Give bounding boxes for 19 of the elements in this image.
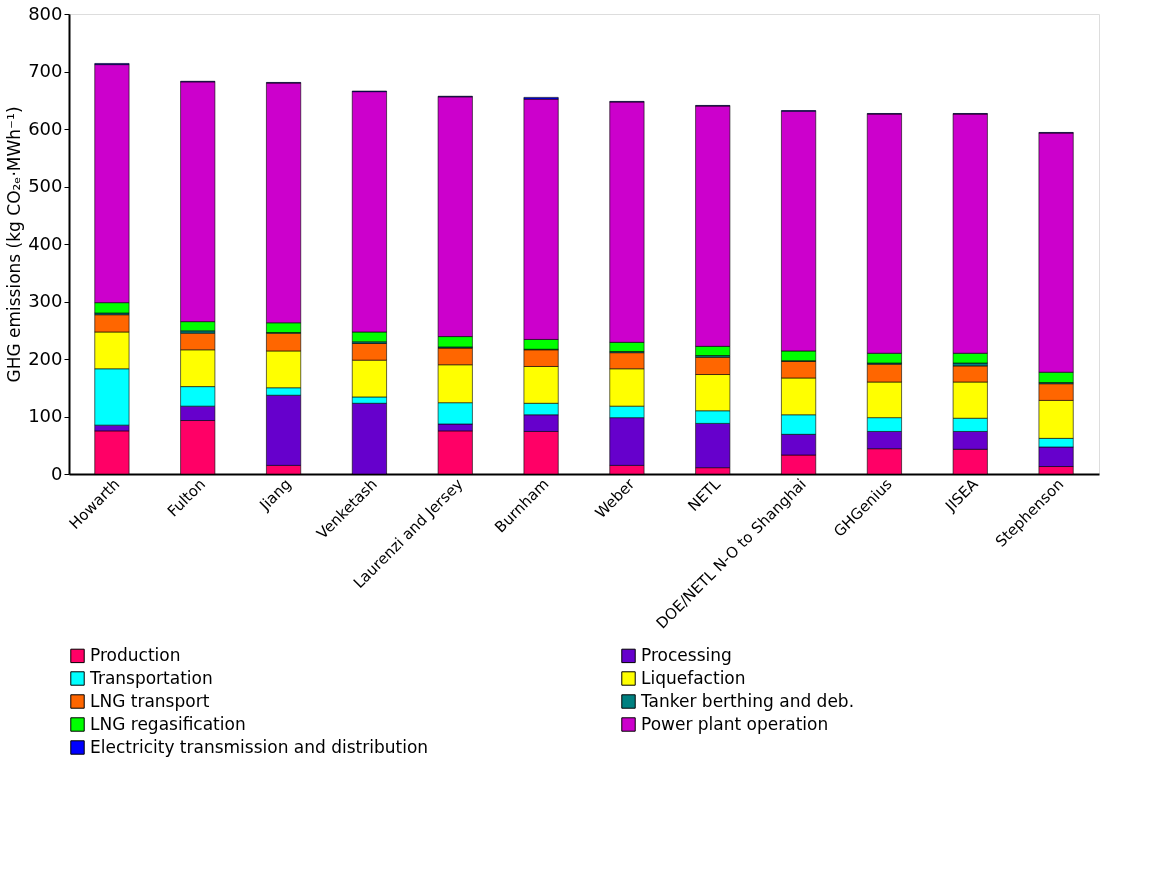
legend-label: Electricity transmission and distribution — [90, 736, 429, 757]
y-tick-label: 100 — [28, 405, 63, 426]
y-tick-label: 0 — [51, 462, 63, 484]
legend-label: Production — [90, 644, 181, 665]
legend-label: Tanker berthing and deb. — [640, 690, 855, 711]
y-tick-label: 500 — [28, 175, 63, 196]
legend-label: Power plant operation — [641, 713, 829, 734]
legend-label: Transportation — [89, 667, 213, 688]
legend-label: Processing — [641, 644, 732, 665]
legend-label: LNG transport — [90, 690, 210, 711]
y-tick-label: 800 — [28, 2, 63, 24]
y-tick-label: 300 — [28, 290, 63, 311]
y-tick-label: 400 — [28, 232, 63, 254]
y-tick-label: 200 — [28, 347, 63, 369]
legend-label: LNG regasification — [90, 713, 246, 734]
y-tick-label: 700 — [28, 60, 63, 81]
legend-label: Liquefaction — [641, 667, 746, 688]
y-axis-title: GHG emissions (kg CO₂ₑ·MWh⁻¹) — [4, 106, 25, 383]
y-tick-label: 600 — [28, 117, 63, 139]
